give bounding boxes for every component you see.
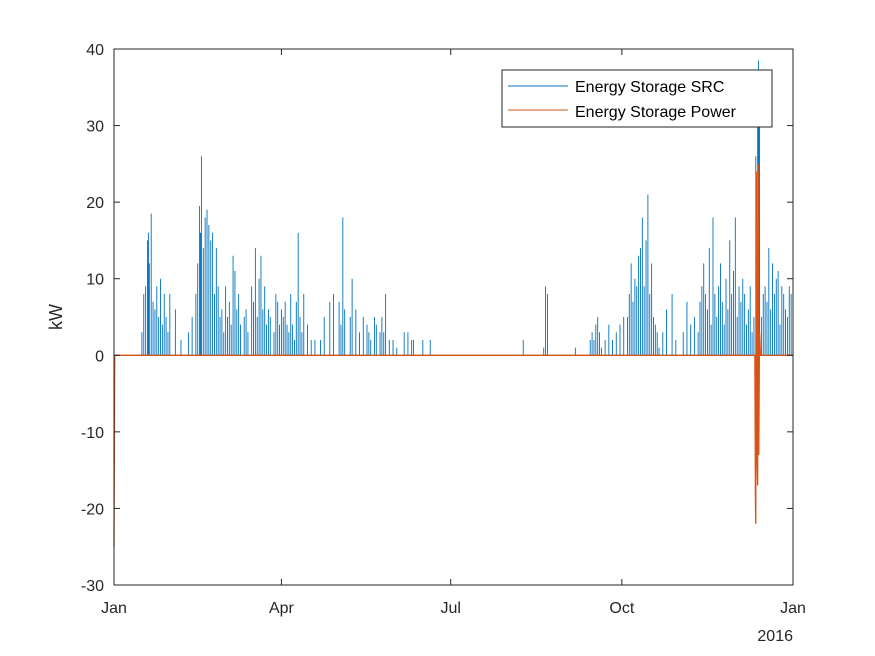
y-tick-label: 10 bbox=[86, 272, 104, 289]
y-axis-label: kW bbox=[46, 304, 66, 330]
y-axis: -30 -20 -10 0 10 20 30 40 bbox=[81, 42, 793, 595]
plot-area bbox=[114, 49, 793, 585]
x-tick-label: Apr bbox=[269, 600, 295, 617]
x-tick-label: Jul bbox=[440, 600, 460, 617]
series-layer bbox=[113, 60, 794, 547]
legend-box bbox=[501, 69, 773, 128]
legend: Energy Storage SRC Energy Storage Power bbox=[501, 69, 773, 128]
plot-frame bbox=[113, 48, 794, 586]
y-tick-label: 20 bbox=[86, 195, 104, 212]
legend-label-energy-storage-power: Energy Storage Power bbox=[575, 104, 737, 121]
x-tick-label: Jan bbox=[101, 600, 127, 617]
y-tick-label: 0 bbox=[95, 348, 104, 365]
y-tick-label: -20 bbox=[81, 501, 104, 518]
x-axis-year-label: 2016 bbox=[757, 628, 793, 645]
x-axis: Jan Apr Jul Oct Jan bbox=[101, 49, 806, 617]
legend-label-energy-storage-src: Energy Storage SRC bbox=[575, 79, 724, 96]
y-tick-label: -10 bbox=[81, 425, 104, 442]
x-tick-label: Jan bbox=[780, 600, 806, 617]
y-tick-label: -30 bbox=[81, 578, 104, 595]
y-tick-label: 40 bbox=[86, 42, 104, 59]
series-energy-storage-power-line bbox=[113, 163, 793, 547]
y-tick-label: 30 bbox=[86, 119, 104, 136]
x-tick-label: Oct bbox=[609, 600, 634, 617]
